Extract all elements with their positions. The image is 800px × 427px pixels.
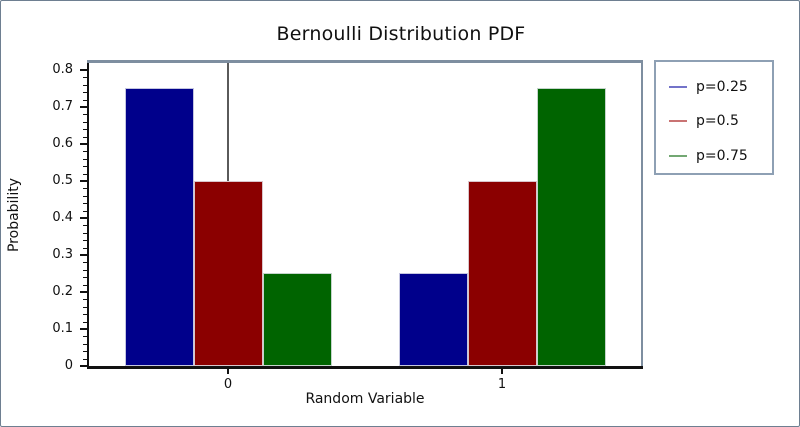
x-axis-label: Random Variable	[305, 391, 425, 407]
y-major-tick	[80, 180, 87, 182]
y-minor-tick	[83, 306, 87, 308]
y-minor-tick	[83, 240, 87, 242]
x-tick-label: 0	[223, 377, 233, 392]
plot-top-spine	[87, 60, 643, 63]
y-minor-tick	[83, 195, 87, 197]
bar-p=0.75-x1	[536, 88, 606, 366]
y-minor-tick	[83, 92, 87, 94]
x-tick-label: 1	[497, 377, 507, 392]
y-minor-tick	[83, 129, 87, 131]
y-minor-tick	[83, 84, 87, 86]
x-tick	[227, 366, 229, 374]
bar-p=0.25-x1	[398, 273, 468, 366]
y-minor-tick	[83, 321, 87, 323]
y-minor-tick	[83, 299, 87, 301]
plot-area: 0 0.1 0.2 0.3 0.4 0.5 0.6 0.7 0.8 0 1	[52, 62, 641, 392]
y-tick-label: 0	[64, 358, 73, 373]
legend-label: p=0.25	[696, 79, 748, 96]
plot-left-spine	[87, 63, 89, 366]
y-minor-tick	[83, 166, 87, 168]
y-tick-label: 0.5	[52, 173, 73, 188]
y-tick-label: 0.1	[52, 321, 73, 336]
y-major-tick	[80, 365, 87, 367]
y-tick-label: 0.2	[52, 284, 73, 299]
y-tick-label: 0.4	[52, 210, 73, 225]
y-minor-tick	[83, 121, 87, 123]
y-major-tick	[80, 291, 87, 293]
y-minor-tick	[83, 158, 87, 160]
plot-right-spine	[641, 60, 643, 366]
bar-p=0.5-x1	[467, 181, 537, 366]
y-major-tick	[80, 106, 87, 108]
y-tick-label: 0.6	[52, 136, 73, 151]
y-major-tick	[80, 328, 87, 330]
legend: p=0.25 p=0.5 p=0.75	[654, 60, 774, 175]
chart-title: Bernoulli Distribution PDF	[276, 23, 526, 45]
legend-item-p=0.75: p=0.75	[669, 139, 772, 172]
x-tick	[501, 366, 503, 374]
legend-label: p=0.5	[696, 113, 739, 130]
y-minor-tick	[83, 343, 87, 345]
y-minor-tick	[83, 232, 87, 234]
legend-line-marker	[669, 120, 687, 123]
y-tick-label: 0.7	[52, 99, 73, 114]
y-tick-label: 0.8	[52, 62, 73, 77]
bar-p=0.25-x0	[124, 88, 194, 366]
y-minor-tick	[83, 77, 87, 79]
y-minor-tick	[83, 262, 87, 264]
y-major-tick	[80, 217, 87, 219]
y-major-tick	[80, 143, 87, 145]
y-minor-tick	[83, 225, 87, 227]
y-minor-tick	[83, 203, 87, 205]
y-minor-tick	[83, 269, 87, 271]
y-minor-tick	[83, 351, 87, 353]
y-minor-tick	[83, 151, 87, 153]
y-minor-tick	[83, 136, 87, 138]
y-minor-tick	[83, 210, 87, 212]
y-major-tick	[80, 254, 87, 256]
legend-label: p=0.75	[696, 147, 748, 164]
y-minor-tick	[83, 114, 87, 116]
y-minor-tick	[83, 99, 87, 101]
y-major-tick	[80, 69, 87, 71]
bar-p=0.5-x0	[193, 181, 263, 366]
y-tick-label: 0.3	[52, 247, 73, 262]
legend-line-marker	[669, 86, 687, 89]
y-minor-tick	[83, 314, 87, 316]
y-minor-tick	[83, 336, 87, 338]
legend-item-p=0.25: p=0.25	[669, 71, 772, 104]
legend-item-p=0.5: p=0.5	[669, 105, 772, 138]
y-minor-tick	[83, 173, 87, 175]
y-minor-tick	[83, 277, 87, 279]
bar-p=0.75-x0	[262, 273, 332, 366]
plot-bottom-spine	[87, 366, 643, 369]
y-minor-tick	[83, 188, 87, 190]
y-axis-label: Probability	[6, 178, 22, 253]
y-minor-tick	[83, 284, 87, 286]
y-minor-tick	[83, 247, 87, 249]
y-minor-tick	[83, 358, 87, 360]
legend-line-marker	[669, 154, 687, 157]
